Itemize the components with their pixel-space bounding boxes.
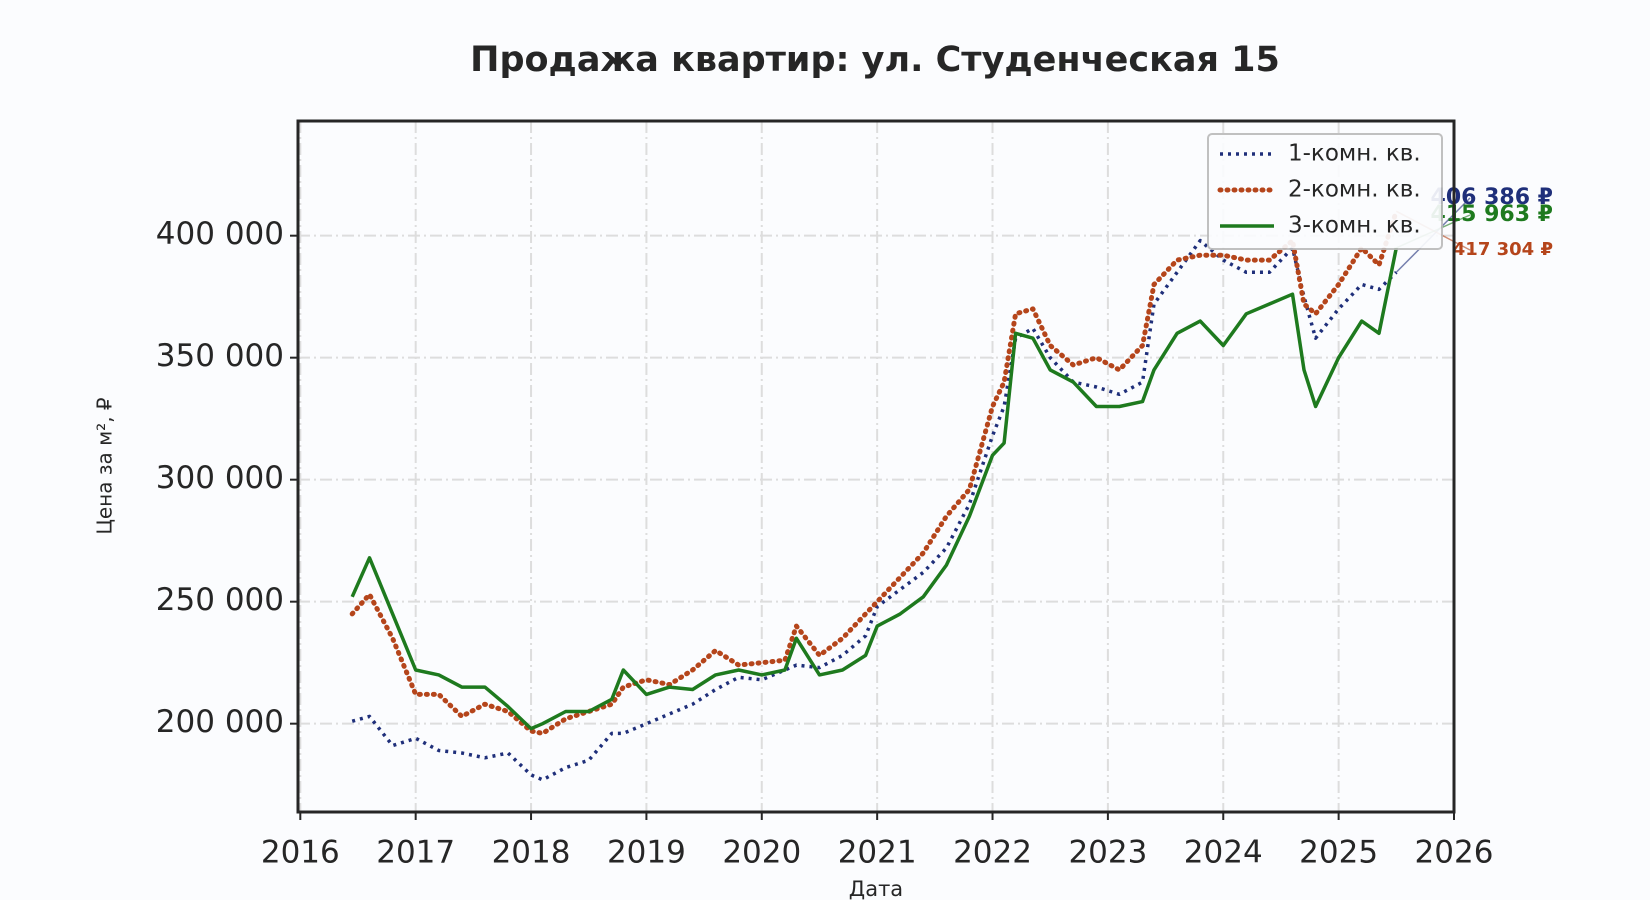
series-line: [350, 247, 1399, 731]
x-tick-label: 2021: [838, 835, 917, 871]
x-tick-label: 2022: [953, 835, 1032, 871]
y-tick-label: 400 000: [156, 216, 284, 252]
y-tick-label: 300 000: [156, 460, 284, 496]
x-axis-label: Дата: [849, 877, 903, 900]
y-tick-label: 250 000: [156, 582, 284, 618]
x-tick-label: 2020: [722, 835, 801, 871]
x-tick-label: 2018: [492, 835, 571, 871]
x-tick-label: 2019: [607, 835, 686, 871]
end-label: 415 963 ₽: [1431, 202, 1553, 227]
end-label: 417 304 ₽: [1453, 239, 1553, 260]
legend-box: [1207, 133, 1443, 250]
legend-label: 3-комн. кв.: [1288, 213, 1421, 239]
chart-title: Продажа квартир: ул. Студенческая 15: [470, 40, 1280, 80]
y-axis-label: Цена за м², ₽: [93, 397, 117, 535]
x-tick-label: 2025: [1299, 835, 1378, 871]
x-tick-label: 2023: [1068, 835, 1147, 871]
x-tick-label: 2024: [1184, 835, 1263, 871]
y-tick-label: 200 000: [156, 704, 284, 740]
plot-frame: [296, 119, 1456, 814]
legend-label: 2-комн. кв.: [1288, 177, 1421, 203]
series-line: [349, 208, 1399, 736]
legend-label: 1-комн. кв.: [1288, 141, 1421, 167]
end-label: 406 386 ₽: [1431, 185, 1553, 210]
y-tick-label: 350 000: [156, 338, 284, 374]
x-tick-label: 2026: [1415, 835, 1494, 871]
series-line: [351, 238, 1398, 782]
x-tick-label: 2016: [261, 835, 340, 871]
x-tick-label: 2017: [376, 835, 455, 871]
